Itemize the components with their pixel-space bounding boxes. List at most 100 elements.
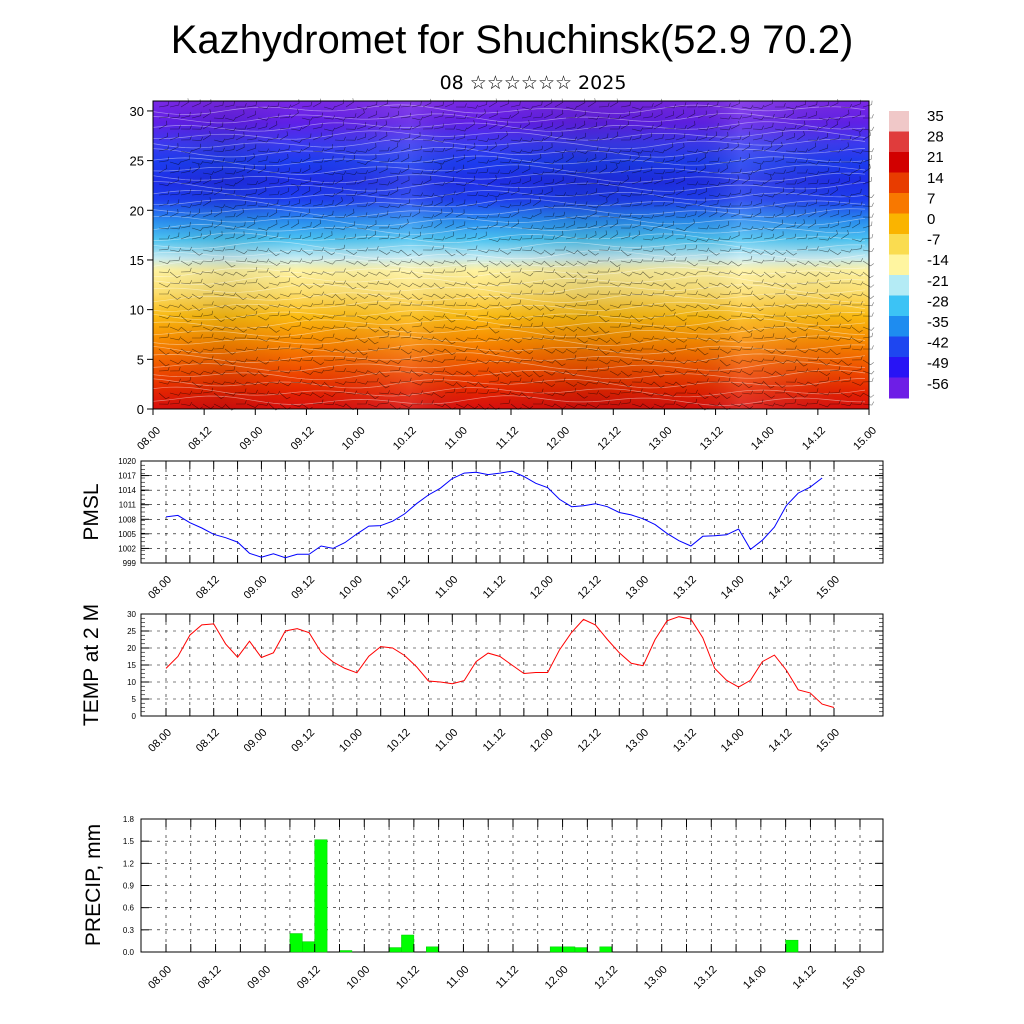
wind-barb [763, 302, 776, 307]
wind-barb [587, 122, 597, 130]
wind-barb [730, 312, 742, 317]
wind-barb [323, 333, 335, 339]
wind-barb [818, 159, 831, 164]
wind-barb [158, 260, 171, 264]
wind-barb [642, 148, 655, 153]
wind-barb [664, 348, 676, 355]
wind-barb [796, 245, 808, 251]
wind-barb [301, 101, 313, 108]
wind-barb [587, 367, 599, 372]
wind-barb [730, 326, 743, 330]
wind-barb [829, 300, 841, 306]
wind-barb [367, 326, 379, 333]
wind-barb [664, 220, 674, 229]
wind-barb [477, 367, 489, 372]
wind-barb [323, 293, 336, 298]
wind-barb [521, 315, 534, 322]
wind-barb [202, 310, 214, 317]
wind-barb [532, 344, 544, 350]
wind-barb [664, 304, 676, 312]
wind-barb [158, 304, 171, 309]
wind-barb [840, 336, 853, 341]
wind-barb [840, 260, 853, 265]
wind-barb [191, 143, 201, 152]
wind-barb [345, 357, 358, 362]
wind-barb [620, 212, 632, 218]
wind-barb [609, 181, 622, 186]
wind-barb [862, 202, 874, 207]
wind-barb [598, 133, 609, 141]
wind-barb [433, 244, 445, 251]
wind-barb [224, 271, 237, 276]
wind-barb [752, 304, 764, 312]
wind-barb [697, 225, 710, 230]
wind-barb [653, 381, 665, 389]
wind-barb [763, 156, 775, 163]
wind-barb [620, 110, 630, 119]
wind-barb [477, 249, 490, 254]
wind-barb [675, 389, 687, 394]
wind-barb [796, 112, 807, 119]
wind-barb [653, 176, 663, 185]
wind-barb [620, 165, 630, 174]
wind-barb [444, 143, 454, 152]
wind-barb [774, 402, 787, 407]
wind-barb [224, 392, 237, 396]
wind-barb [576, 357, 589, 362]
wind-barb [411, 357, 424, 362]
wind-barb [730, 231, 740, 240]
wind-barb [851, 400, 863, 405]
wind-barb [796, 326, 809, 332]
wind-barb [499, 143, 509, 152]
wind-barb [731, 202, 742, 207]
wind-barb [829, 348, 841, 356]
wind-barb [697, 247, 710, 252]
wind-barb [191, 190, 203, 196]
wind-barb [576, 168, 588, 174]
wind-barb [169, 293, 181, 300]
wind-barb [345, 125, 357, 130]
wind-barb [752, 116, 765, 121]
wind-barb [741, 326, 753, 333]
wind-barb [686, 311, 698, 317]
wind-barb [268, 260, 281, 266]
pmsl-grid [141, 460, 883, 564]
wind-barb [587, 249, 599, 256]
wind-barb [455, 154, 465, 163]
wind-barb [488, 336, 501, 341]
wind-barb [653, 312, 665, 318]
wind-barb [587, 98, 596, 108]
wind-barb [532, 321, 544, 328]
wind-barb [158, 315, 171, 319]
wind-barb [565, 388, 577, 394]
wind-barb [257, 105, 270, 110]
wind-barb [433, 208, 443, 218]
wind-barb [675, 213, 687, 218]
wind-barb [631, 403, 644, 407]
y-tick-label: 25 [127, 627, 136, 636]
wind-barb [367, 100, 378, 108]
wind-barb [741, 170, 754, 175]
wind-barb [642, 189, 653, 196]
wind-barb [323, 180, 335, 185]
wind-barb [642, 322, 654, 328]
wind-barb [785, 304, 798, 309]
wind-barb [598, 182, 611, 187]
wind-barb [169, 312, 181, 317]
wind-barb [719, 115, 732, 120]
wind-barb [488, 197, 497, 207]
y-tick-label: 5 [137, 352, 144, 367]
wind-barb [719, 300, 731, 306]
wind-barb [466, 120, 475, 130]
wind-barb [301, 177, 312, 185]
wind-barb [213, 281, 226, 286]
wind-barb [851, 281, 864, 286]
wind-barb [829, 376, 841, 383]
wind-barb [477, 381, 489, 389]
wind-barb [455, 249, 467, 256]
wind-barb [565, 136, 577, 141]
wind-barb [686, 109, 696, 119]
wind-barb [180, 315, 192, 323]
wind-barb [257, 247, 270, 252]
wind-barb [631, 221, 641, 229]
